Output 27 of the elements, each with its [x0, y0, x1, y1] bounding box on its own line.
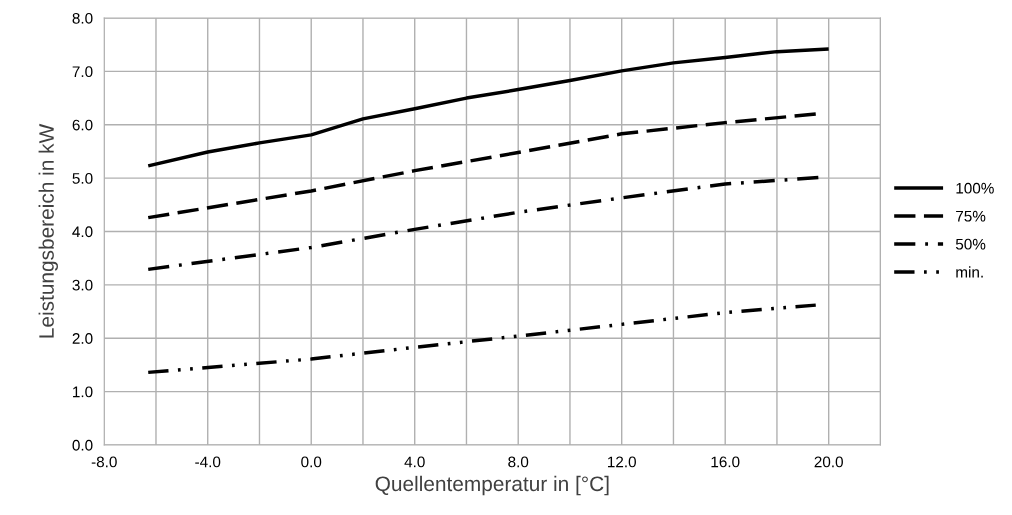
y-tick-label: 6.0 — [72, 119, 93, 131]
y-tick-label: 5.0 — [72, 172, 93, 184]
y-tick-label: 1.0 — [73, 386, 93, 398]
y-tick-label: 3.0 — [72, 279, 93, 291]
x-tick-label: 12.0 — [608, 456, 636, 468]
x-tick-label: 0.0 — [301, 456, 322, 468]
legend-label: 50% — [955, 238, 986, 250]
x-axis-title: Quellentemperatur in [°C] — [375, 475, 609, 496]
x-tick-label: -8.0 — [91, 456, 117, 468]
x-tick-label: 8.0 — [508, 456, 529, 468]
x-tick-label: 20.0 — [814, 456, 843, 468]
y-tick-label: 7.0 — [72, 66, 93, 78]
line-series — [146, 112, 818, 220]
y-tick-label: 4.0 — [72, 226, 93, 238]
line-series — [146, 47, 831, 168]
y-tick-label: 0.0 — [72, 439, 93, 451]
x-tick-label: 4.0 — [404, 456, 425, 468]
legend-label: 75% — [956, 210, 986, 222]
legend-label: 100% — [956, 182, 994, 194]
x-tick-label: -4.0 — [195, 456, 221, 468]
y-tick-label: 2.0 — [72, 333, 93, 344]
y-axis-title: Leistungsbereich in kW — [38, 123, 58, 338]
y-tick-label: 8.0 — [72, 12, 93, 24]
x-tick-label: 16.0 — [711, 456, 740, 468]
line-series — [146, 175, 821, 272]
legend-label: min. — [956, 266, 983, 278]
line-series — [146, 303, 818, 375]
